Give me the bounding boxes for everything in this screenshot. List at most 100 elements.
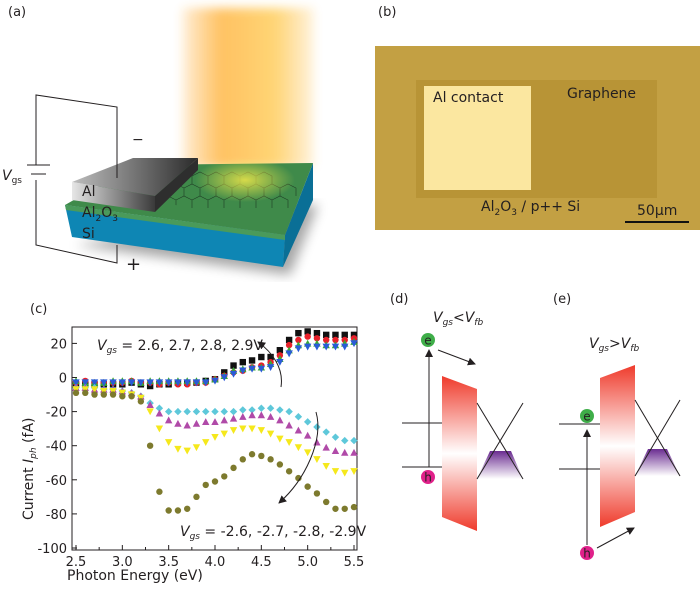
data-point (174, 419, 182, 427)
data-point (313, 329, 321, 337)
y-axis-label: Current Iph (fA) (21, 418, 39, 521)
condition-e: Vgs>Vfb (589, 336, 639, 354)
cond-e-v2: V (621, 336, 632, 352)
data-point (304, 333, 311, 340)
data-point (267, 456, 274, 463)
data-point (202, 407, 210, 416)
data-point (146, 379, 154, 387)
panel-a-label: (a) (8, 5, 26, 20)
data-point (230, 362, 237, 369)
y-tick-label: -80 (46, 508, 67, 523)
light-spot (195, 158, 295, 202)
data-point (229, 427, 238, 435)
hole-icon-e (580, 546, 594, 560)
data-point (266, 364, 275, 371)
data-point (146, 408, 154, 416)
data-point (248, 425, 256, 433)
data-point (303, 343, 312, 351)
al2o3-o: O (101, 205, 112, 221)
dirac-cone-line-d2 (476, 402, 524, 480)
data-point (341, 505, 348, 512)
vgs-label: Vgs (2, 168, 22, 186)
layer-al-label: Al (82, 184, 95, 200)
si-side-face (283, 163, 313, 267)
data-point (341, 331, 348, 339)
data-point (211, 478, 219, 485)
data-point (266, 404, 275, 412)
data-point (285, 350, 293, 358)
light-beam (182, 8, 314, 168)
al-contact-pad (424, 86, 531, 190)
data-point (118, 379, 127, 387)
data-point (313, 490, 321, 497)
cond-d-v2: V (465, 310, 476, 326)
data-point (239, 358, 246, 366)
band-diagram-e (559, 365, 681, 549)
substrate-sub3: 3 (511, 207, 517, 218)
data-point (332, 505, 339, 512)
data-point (248, 365, 256, 373)
data-point (211, 407, 219, 416)
data-point (192, 419, 201, 427)
data-point (294, 345, 303, 353)
data-point (313, 423, 321, 431)
data-point (164, 379, 173, 387)
data-point (192, 444, 201, 452)
electron-transfer-arrow-d (437, 349, 476, 366)
vgs-v: V (2, 168, 13, 184)
data-point (230, 464, 237, 472)
substrate-rest: / p++ Si (516, 199, 581, 215)
data-point (266, 430, 275, 438)
data-point (294, 413, 303, 421)
device-slab (65, 158, 318, 275)
data-point (202, 379, 210, 387)
data-point (294, 444, 303, 452)
al2o3-edge (65, 205, 285, 240)
data-point (341, 469, 349, 477)
data-point (266, 413, 275, 420)
data-point (165, 507, 172, 514)
data-point (82, 389, 89, 397)
data-point (350, 340, 358, 348)
x-axis-label: Photon Energy (eV) (67, 568, 203, 584)
dirac-cone-line-e2 (634, 399, 681, 477)
x-tick-label: 3.5 (158, 555, 179, 570)
data-point (174, 379, 182, 387)
data-point (303, 431, 312, 439)
data-point (174, 445, 182, 453)
substrate-label: Al2O3 / p++ Si (481, 199, 580, 218)
data-point (323, 336, 330, 344)
al-contact-top (72, 158, 198, 196)
ylabel-sub: ph (29, 447, 39, 460)
data-point (350, 468, 358, 475)
data-point (100, 391, 108, 398)
x-tick-label: 5.0 (297, 555, 318, 570)
data-point (202, 481, 209, 489)
data-point (313, 343, 321, 351)
series-6 (72, 386, 358, 477)
data-point (332, 331, 339, 339)
data-point (174, 407, 182, 416)
series-7 (72, 389, 358, 514)
data-point (285, 341, 293, 349)
scale-bar-label: 50μm (637, 203, 678, 219)
si-front-face (65, 205, 285, 267)
data-point (202, 439, 210, 446)
data-point (155, 409, 164, 417)
data-point (341, 448, 349, 456)
data-point (183, 407, 191, 416)
panel-e-label: (e) (553, 292, 571, 307)
data-point (276, 435, 284, 443)
data-point (285, 439, 293, 446)
data-point (239, 456, 246, 463)
data-point (202, 418, 210, 426)
data-point (164, 416, 173, 424)
data-point (155, 379, 164, 387)
data-point (90, 386, 99, 394)
y-tick-label: -100 (37, 542, 67, 557)
data-point (285, 336, 293, 344)
data-point (220, 374, 228, 382)
ylabel-i: I (21, 459, 37, 463)
hole-transfer-arrow-e (596, 527, 635, 549)
